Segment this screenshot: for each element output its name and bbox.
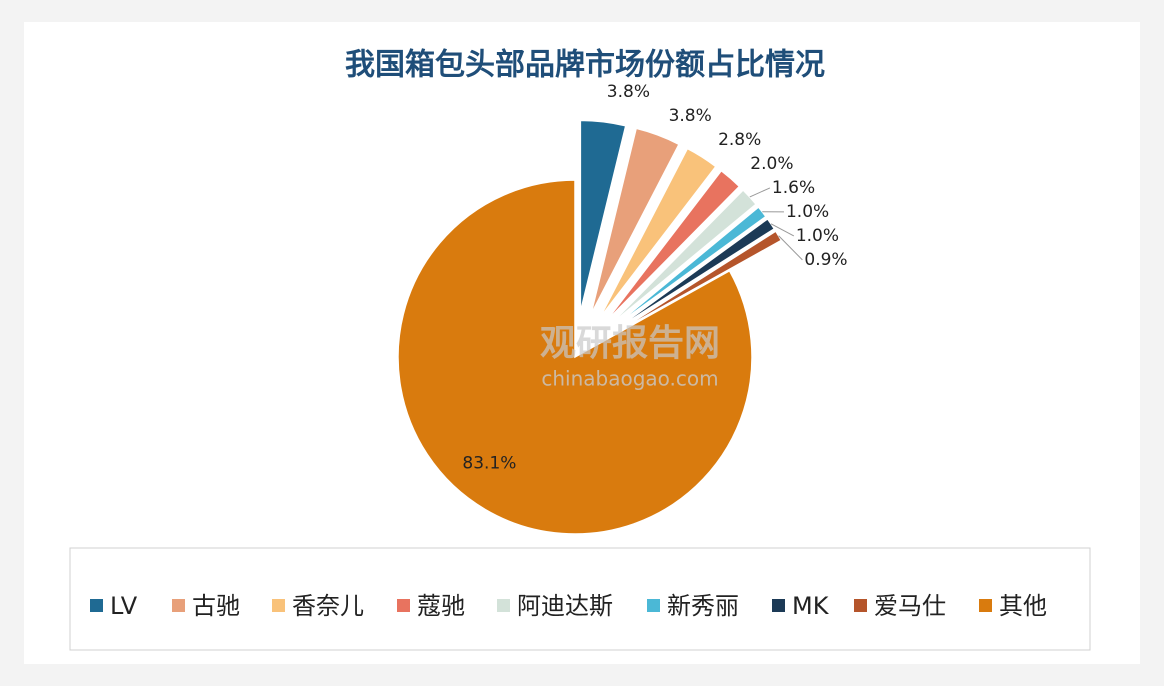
chart-title: 我国箱包头部品牌市场份额占比情况 [345, 48, 825, 83]
pie-slice [590, 127, 681, 316]
data-label: 0.9% [804, 250, 847, 270]
legend-swatch [647, 599, 660, 612]
legend-swatch [272, 599, 285, 612]
legend-label: 新秀丽 [667, 592, 739, 620]
data-label: 1.0% [796, 226, 839, 246]
pie [397, 119, 803, 535]
legend-label: MK [792, 592, 830, 620]
leader-line [778, 235, 803, 261]
legend-swatch [397, 599, 410, 612]
legend-label: LV [110, 592, 138, 620]
data-label: 2.0% [750, 154, 793, 174]
pie-slice [397, 179, 753, 535]
legend-box [69, 547, 1091, 651]
legend-label: 香奈儿 [292, 592, 364, 620]
legend-swatch [172, 599, 185, 612]
legend-label: 爱马仕 [874, 592, 946, 620]
legend-label: 其他 [999, 592, 1047, 620]
pie-slice [579, 119, 627, 313]
legend-swatch [772, 599, 785, 612]
data-label: 3.8% [669, 106, 712, 126]
watermark: chinabaogao.com [541, 367, 718, 391]
data-label: 2.8% [718, 130, 761, 150]
data-label: 1.6% [772, 178, 815, 198]
legend-swatch [979, 599, 992, 612]
legend-label: 古驰 [192, 592, 240, 620]
pie-slice [598, 147, 717, 320]
data-label: 83.1% [462, 454, 516, 474]
pie-slice [603, 169, 741, 324]
data-label: 1.0% [786, 202, 829, 222]
legend-label: 阿迪达斯 [517, 592, 613, 620]
legend-swatch [90, 599, 103, 612]
legend-swatch [497, 599, 510, 612]
legend-label: 蔻驰 [417, 592, 465, 620]
leader-line [770, 223, 795, 237]
watermark: 观研报告网 [540, 323, 720, 364]
legend-swatch [854, 599, 867, 612]
leader-line [749, 187, 771, 198]
data-label: 3.8% [607, 82, 650, 102]
